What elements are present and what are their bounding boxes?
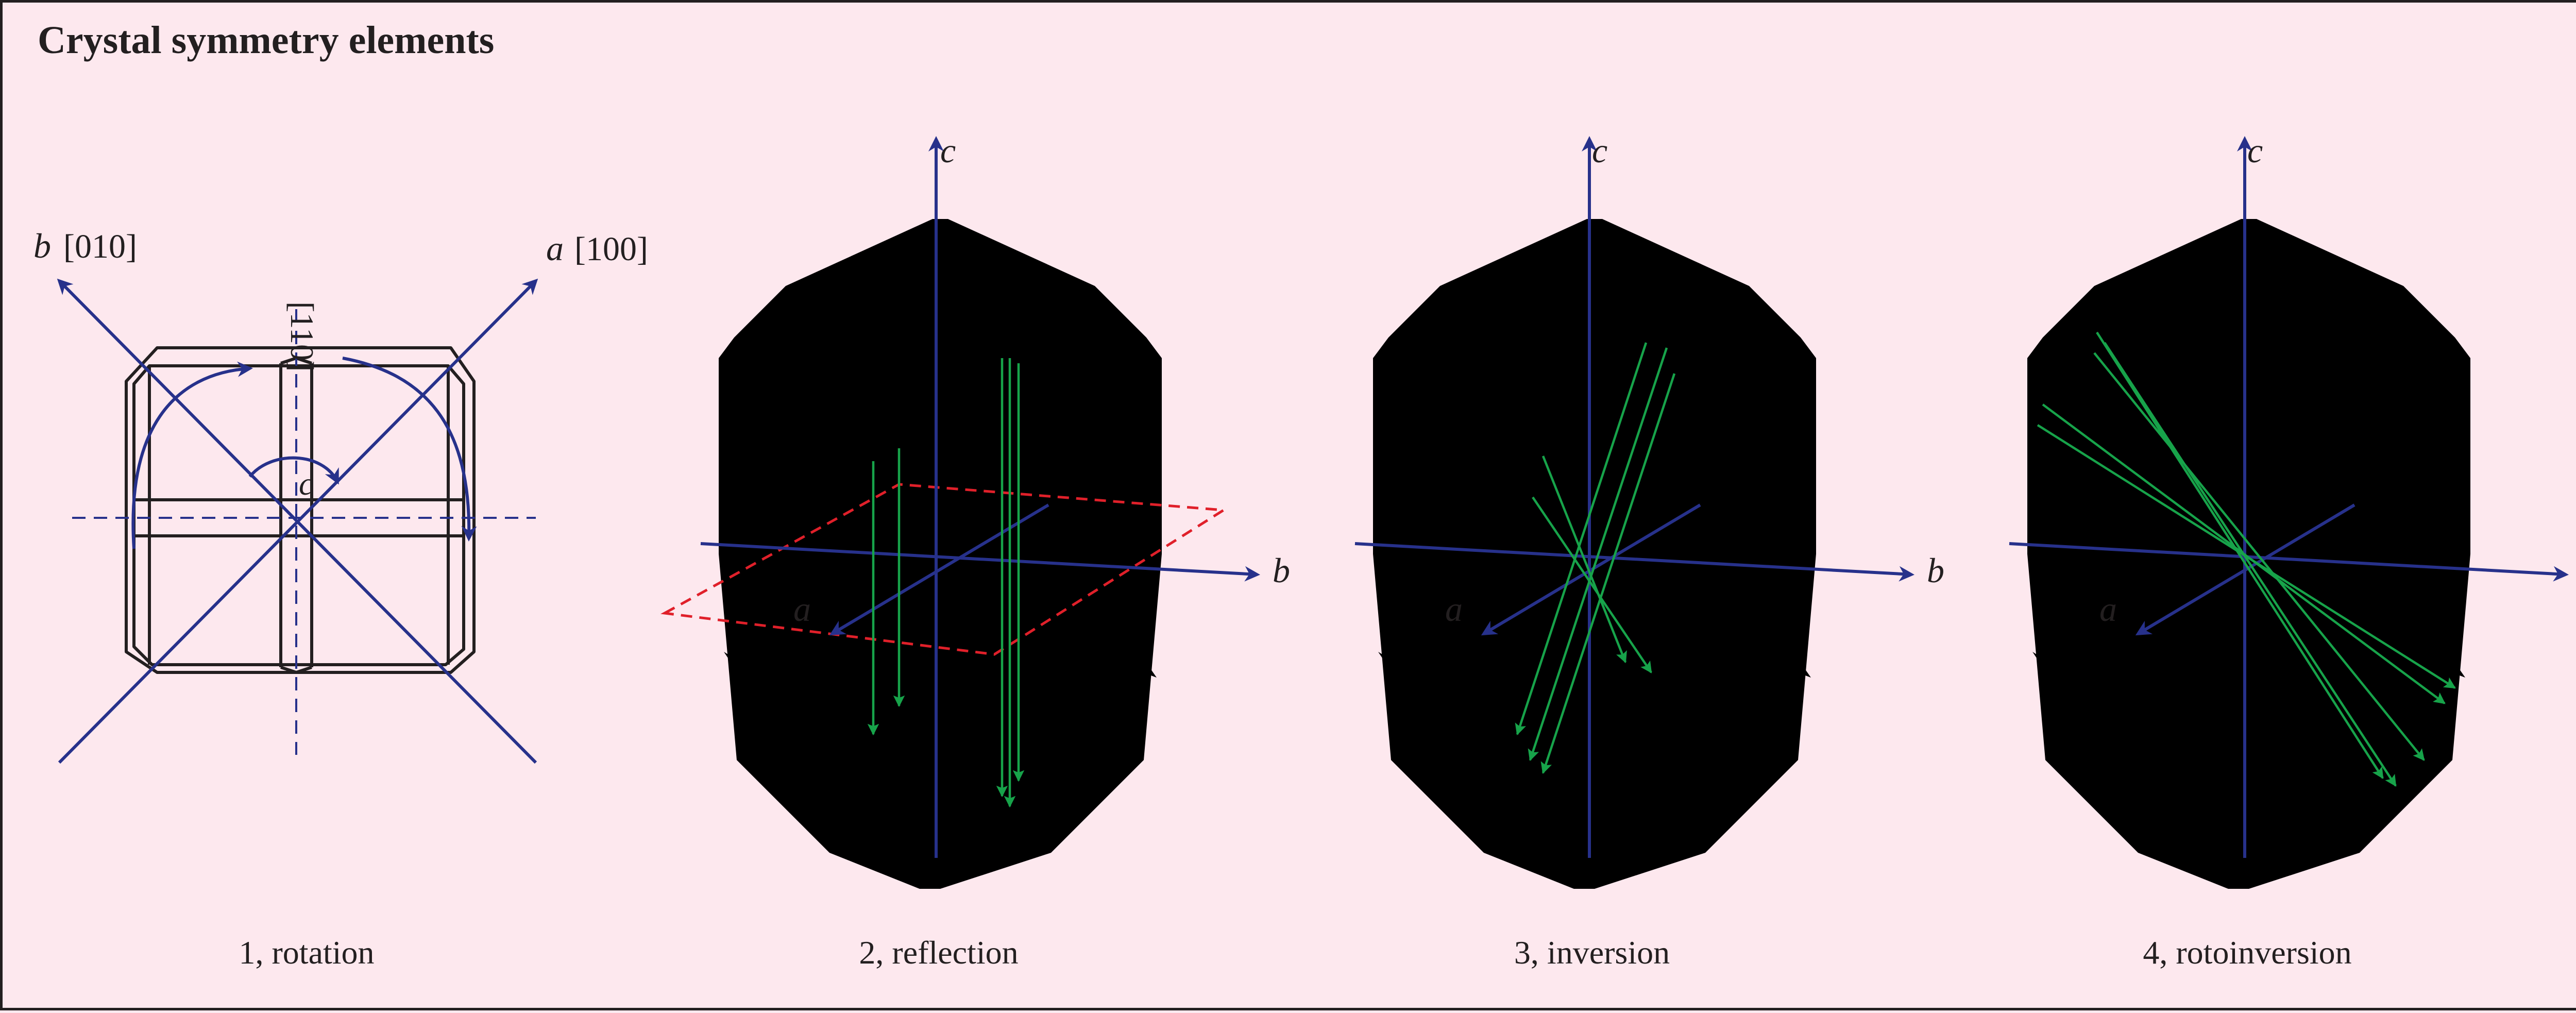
crystal-top-view bbox=[125, 346, 476, 674]
c-axis-label: c bbox=[299, 465, 313, 502]
a-axis-label-2: a bbox=[793, 589, 811, 629]
b-axis-label-2: b bbox=[1273, 551, 1290, 590]
a-axis-index: [100] bbox=[574, 230, 648, 268]
caption-reflection: 2, reflection bbox=[859, 934, 1018, 971]
a-axis-label-3: a bbox=[1445, 589, 1463, 629]
caption-rotation: 1, rotation bbox=[239, 934, 374, 971]
b-axis-label-3: b bbox=[1927, 551, 1944, 590]
mirror-plane bbox=[660, 483, 1228, 656]
c-axis-label-3: c bbox=[1592, 131, 1607, 170]
a-axis-label-4: a bbox=[2099, 589, 2117, 629]
c-axis-label-2: c bbox=[940, 131, 956, 170]
diagonal-index: [110] bbox=[284, 301, 320, 372]
figure-title: Crystal symmetry elements bbox=[38, 19, 495, 62]
panel-rotation: b [010] a [100] [110] c 1, rotation bbox=[33, 226, 648, 971]
symmetry-diagram: b [010] a [100] [110] c 1, rotation c b … bbox=[33, 131, 2569, 971]
panel-reflection: c b a 2, reflection bbox=[660, 131, 1290, 971]
b-axis-label: b bbox=[33, 226, 51, 265]
panel-inversion: c b a 3, inversion bbox=[1354, 131, 1944, 971]
c-axis-label-4: c bbox=[2247, 131, 2263, 170]
a-axis-label: a bbox=[546, 229, 564, 268]
panel-rotoinversion: c b a 4, rotoinversion bbox=[2009, 131, 2569, 971]
caption-rotoinversion: 4, rotoinversion bbox=[2143, 934, 2351, 971]
caption-inversion: 3, inversion bbox=[1514, 934, 1670, 971]
b-axis-index: [010] bbox=[63, 228, 137, 265]
